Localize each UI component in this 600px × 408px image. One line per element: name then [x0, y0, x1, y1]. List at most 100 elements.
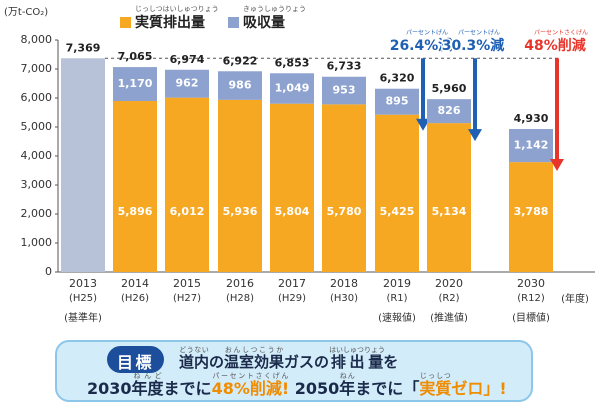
y-tick-label: 0 — [45, 265, 52, 278]
x-era-label: (R1) — [386, 293, 407, 304]
goal-text: 年 — [339, 379, 356, 398]
total-label: 7,065 — [118, 50, 153, 63]
goal-segment: 2030 — [87, 379, 132, 398]
goal-segment: ゼロ」! — [451, 379, 506, 398]
goal-text: までに — [163, 379, 212, 398]
bar-segment — [375, 88, 419, 115]
x-era-label: (H28) — [226, 293, 254, 304]
x-era-label: (H30) — [330, 293, 358, 304]
y-tick-label: 7,000 — [21, 62, 53, 75]
goal-text: 目 — [117, 353, 134, 372]
goal-ruby: どうない — [179, 346, 210, 354]
total-label: 6,733 — [327, 60, 362, 73]
value-label: 1,142 — [514, 139, 549, 152]
bar — [61, 58, 105, 273]
goal-text: 年度 — [131, 379, 164, 398]
goal-text: の — [209, 353, 225, 371]
goal-segment: ガスの — [284, 353, 329, 371]
value-label: 895 — [386, 95, 409, 108]
x-note-label: (推進値) — [430, 311, 468, 324]
total-label: 6,320 — [380, 72, 415, 85]
goal-text: 2050 — [289, 379, 340, 398]
goal-text: ゼロ」! — [451, 379, 507, 398]
legend-swatch — [120, 17, 131, 28]
x-era-label: (R12) — [517, 293, 545, 304]
bar-segment — [113, 67, 157, 102]
value-label: 5,804 — [275, 205, 310, 218]
goal-ruby: じっしつ — [419, 372, 452, 380]
legend-ruby: きゅうしゅうりょう — [243, 5, 306, 13]
x-unit-label: (年度) — [561, 292, 589, 305]
goal-segment: 道内どうない — [179, 346, 210, 371]
goal-segment: 温室効果おんしつこうか — [224, 346, 285, 371]
bar-segment — [165, 97, 209, 272]
arrow-head — [468, 129, 482, 142]
goal-text: 2030 — [87, 379, 132, 398]
goal-label: 目もく標ひょう — [107, 346, 165, 373]
y-axis-label: (万t-CO₂) — [4, 7, 48, 18]
legend-label: 実質排出量 — [135, 14, 205, 31]
total-label: 6,974 — [170, 53, 205, 66]
bar-segment — [322, 76, 366, 105]
goal-ruby: もく — [117, 346, 134, 354]
bar-segment — [509, 162, 553, 272]
goal-text: 「 — [403, 379, 420, 398]
goal-text: を — [383, 353, 399, 371]
reduction-ruby: パーセントげん — [458, 29, 500, 37]
value-label: 6,012 — [170, 205, 205, 218]
y-tick-label: 2,000 — [21, 207, 53, 220]
bar-segment — [218, 99, 262, 272]
bar-segment — [427, 99, 471, 124]
value-label: 1,170 — [118, 77, 153, 90]
y-tick-label: 4,000 — [21, 149, 53, 162]
bar-segment — [165, 69, 209, 98]
goal-banner: 目もく標ひょう 道内どうないの温室効果おんしつこうかガスの排出量はいしゅつりょう… — [55, 340, 533, 402]
reduction-label: 26.4%減 — [390, 37, 453, 54]
legend-swatch — [228, 17, 239, 28]
total-label: 4,930 — [514, 112, 549, 125]
total-label: 6,922 — [223, 54, 258, 67]
goal-ruby: ねん — [339, 372, 356, 380]
x-era-label: (R2) — [438, 293, 459, 304]
legend-label: 吸収量 — [243, 14, 285, 31]
reduction-ruby: パーセントげん — [406, 29, 448, 37]
x-tick-label: 2015 — [173, 277, 201, 290]
arrow-head — [416, 118, 430, 131]
goal-segment: 年ねん — [339, 372, 356, 398]
bar-segment — [375, 114, 419, 272]
goal-char: 目もく — [117, 346, 134, 372]
goal-segment: の — [209, 353, 224, 371]
goal-text: 道内 — [179, 353, 210, 371]
goal-segment: 「 — [403, 379, 419, 398]
reduction-ruby: パーセントさくげん — [534, 29, 588, 37]
x-tick-label: 2020 — [435, 277, 463, 290]
goal-text: 排出量 — [329, 353, 386, 371]
goal-text: 実質 — [419, 379, 452, 398]
goal-segment: までに — [164, 379, 212, 398]
legend-ruby: じっしつはいしゅつりょう — [135, 5, 219, 13]
bar-segment — [509, 129, 553, 163]
bar-segment — [270, 103, 314, 273]
value-label: 5,780 — [327, 205, 362, 218]
value-label: 826 — [438, 104, 461, 117]
x-note-label: (速報値) — [378, 311, 416, 324]
x-note-label: (目標値) — [512, 311, 550, 324]
goal-text: 温室効果 — [224, 353, 285, 371]
total-label: 6,853 — [275, 56, 310, 69]
x-tick-label: 2016 — [226, 277, 254, 290]
y-tick-label: 3,000 — [21, 178, 53, 191]
bar-segment — [218, 71, 262, 100]
x-note-label: (基準年) — [64, 311, 102, 324]
reduction-label: 48%削減 — [524, 37, 586, 54]
y-tick-label: 6,000 — [21, 91, 53, 104]
value-label: 986 — [229, 79, 252, 92]
x-era-label: (H25) — [69, 293, 97, 304]
arrow-head — [550, 159, 564, 172]
y-tick-label: 5,000 — [21, 120, 53, 133]
goal-text: 48%削減! — [211, 379, 290, 398]
bar-segment — [113, 101, 157, 273]
value-label: 953 — [333, 84, 356, 97]
goal-segment: 年度ねんど — [131, 372, 164, 398]
goal-char: 標ひょう — [133, 346, 154, 372]
